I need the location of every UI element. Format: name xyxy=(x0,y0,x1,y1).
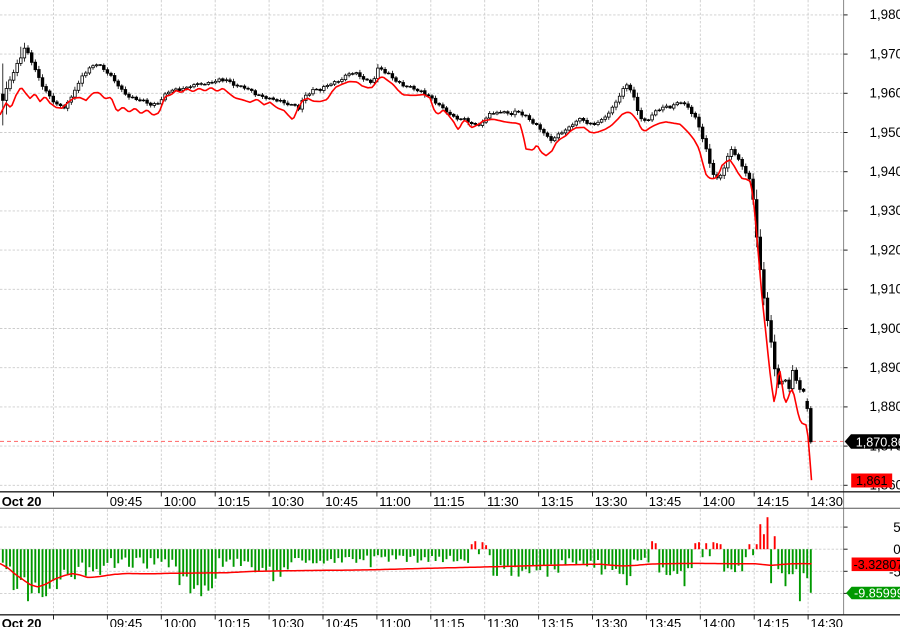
svg-text:1,861: 1,861 xyxy=(856,474,888,488)
svg-text:11:30: 11:30 xyxy=(487,616,519,627)
svg-text:1,960: 1,960 xyxy=(870,86,900,101)
svg-text:14:15: 14:15 xyxy=(757,494,790,509)
svg-text:14:00: 14:00 xyxy=(703,616,736,627)
svg-text:14:30: 14:30 xyxy=(810,616,843,627)
svg-text:09:45: 09:45 xyxy=(110,494,143,509)
svg-text:1,920: 1,920 xyxy=(870,242,900,257)
svg-text:Oct 20: Oct 20 xyxy=(2,616,42,627)
svg-text:10:30: 10:30 xyxy=(271,616,304,627)
svg-text:1,930: 1,930 xyxy=(870,203,900,218)
svg-text:13:45: 13:45 xyxy=(649,494,682,509)
svg-text:10:45: 10:45 xyxy=(325,616,358,627)
svg-text:13:30: 13:30 xyxy=(595,494,628,509)
svg-text:0: 0 xyxy=(893,542,900,557)
svg-text:1,910: 1,910 xyxy=(870,282,900,297)
svg-text:13:15: 13:15 xyxy=(541,616,574,627)
svg-text:14:30: 14:30 xyxy=(810,494,843,509)
svg-text:-9.85999: -9.85999 xyxy=(854,586,900,600)
svg-text:11:00: 11:00 xyxy=(379,616,411,627)
svg-text:-3.32807: -3.32807 xyxy=(854,558,900,572)
svg-text:10:00: 10:00 xyxy=(164,616,197,627)
svg-text:10:15: 10:15 xyxy=(218,616,251,627)
svg-text:11:15: 11:15 xyxy=(433,616,465,627)
svg-text:11:15: 11:15 xyxy=(433,494,465,509)
svg-text:11:30: 11:30 xyxy=(487,494,519,509)
svg-text:10:15: 10:15 xyxy=(218,494,251,509)
svg-text:1,950: 1,950 xyxy=(870,125,900,140)
svg-text:13:30: 13:30 xyxy=(595,616,628,627)
svg-text:10:30: 10:30 xyxy=(271,494,304,509)
svg-text:Oct 20: Oct 20 xyxy=(2,494,42,509)
svg-text:1,970: 1,970 xyxy=(870,46,900,61)
svg-text:13:45: 13:45 xyxy=(649,616,682,627)
svg-text:1,890: 1,890 xyxy=(870,360,900,375)
svg-text:1,900: 1,900 xyxy=(870,321,900,336)
svg-text:1,980: 1,980 xyxy=(870,7,900,22)
svg-text:1,880: 1,880 xyxy=(870,399,900,414)
svg-text:14:00: 14:00 xyxy=(703,494,736,509)
svg-text:1,940: 1,940 xyxy=(870,164,900,179)
svg-text:09:45: 09:45 xyxy=(110,616,143,627)
svg-text:13:15: 13:15 xyxy=(541,494,574,509)
svg-text:1,870.86: 1,870.86 xyxy=(856,435,900,449)
svg-text:10:00: 10:00 xyxy=(164,494,197,509)
svg-text:10:45: 10:45 xyxy=(325,494,358,509)
svg-text:11:00: 11:00 xyxy=(379,494,411,509)
svg-text:5: 5 xyxy=(893,520,900,535)
svg-text:14:15: 14:15 xyxy=(757,616,790,627)
